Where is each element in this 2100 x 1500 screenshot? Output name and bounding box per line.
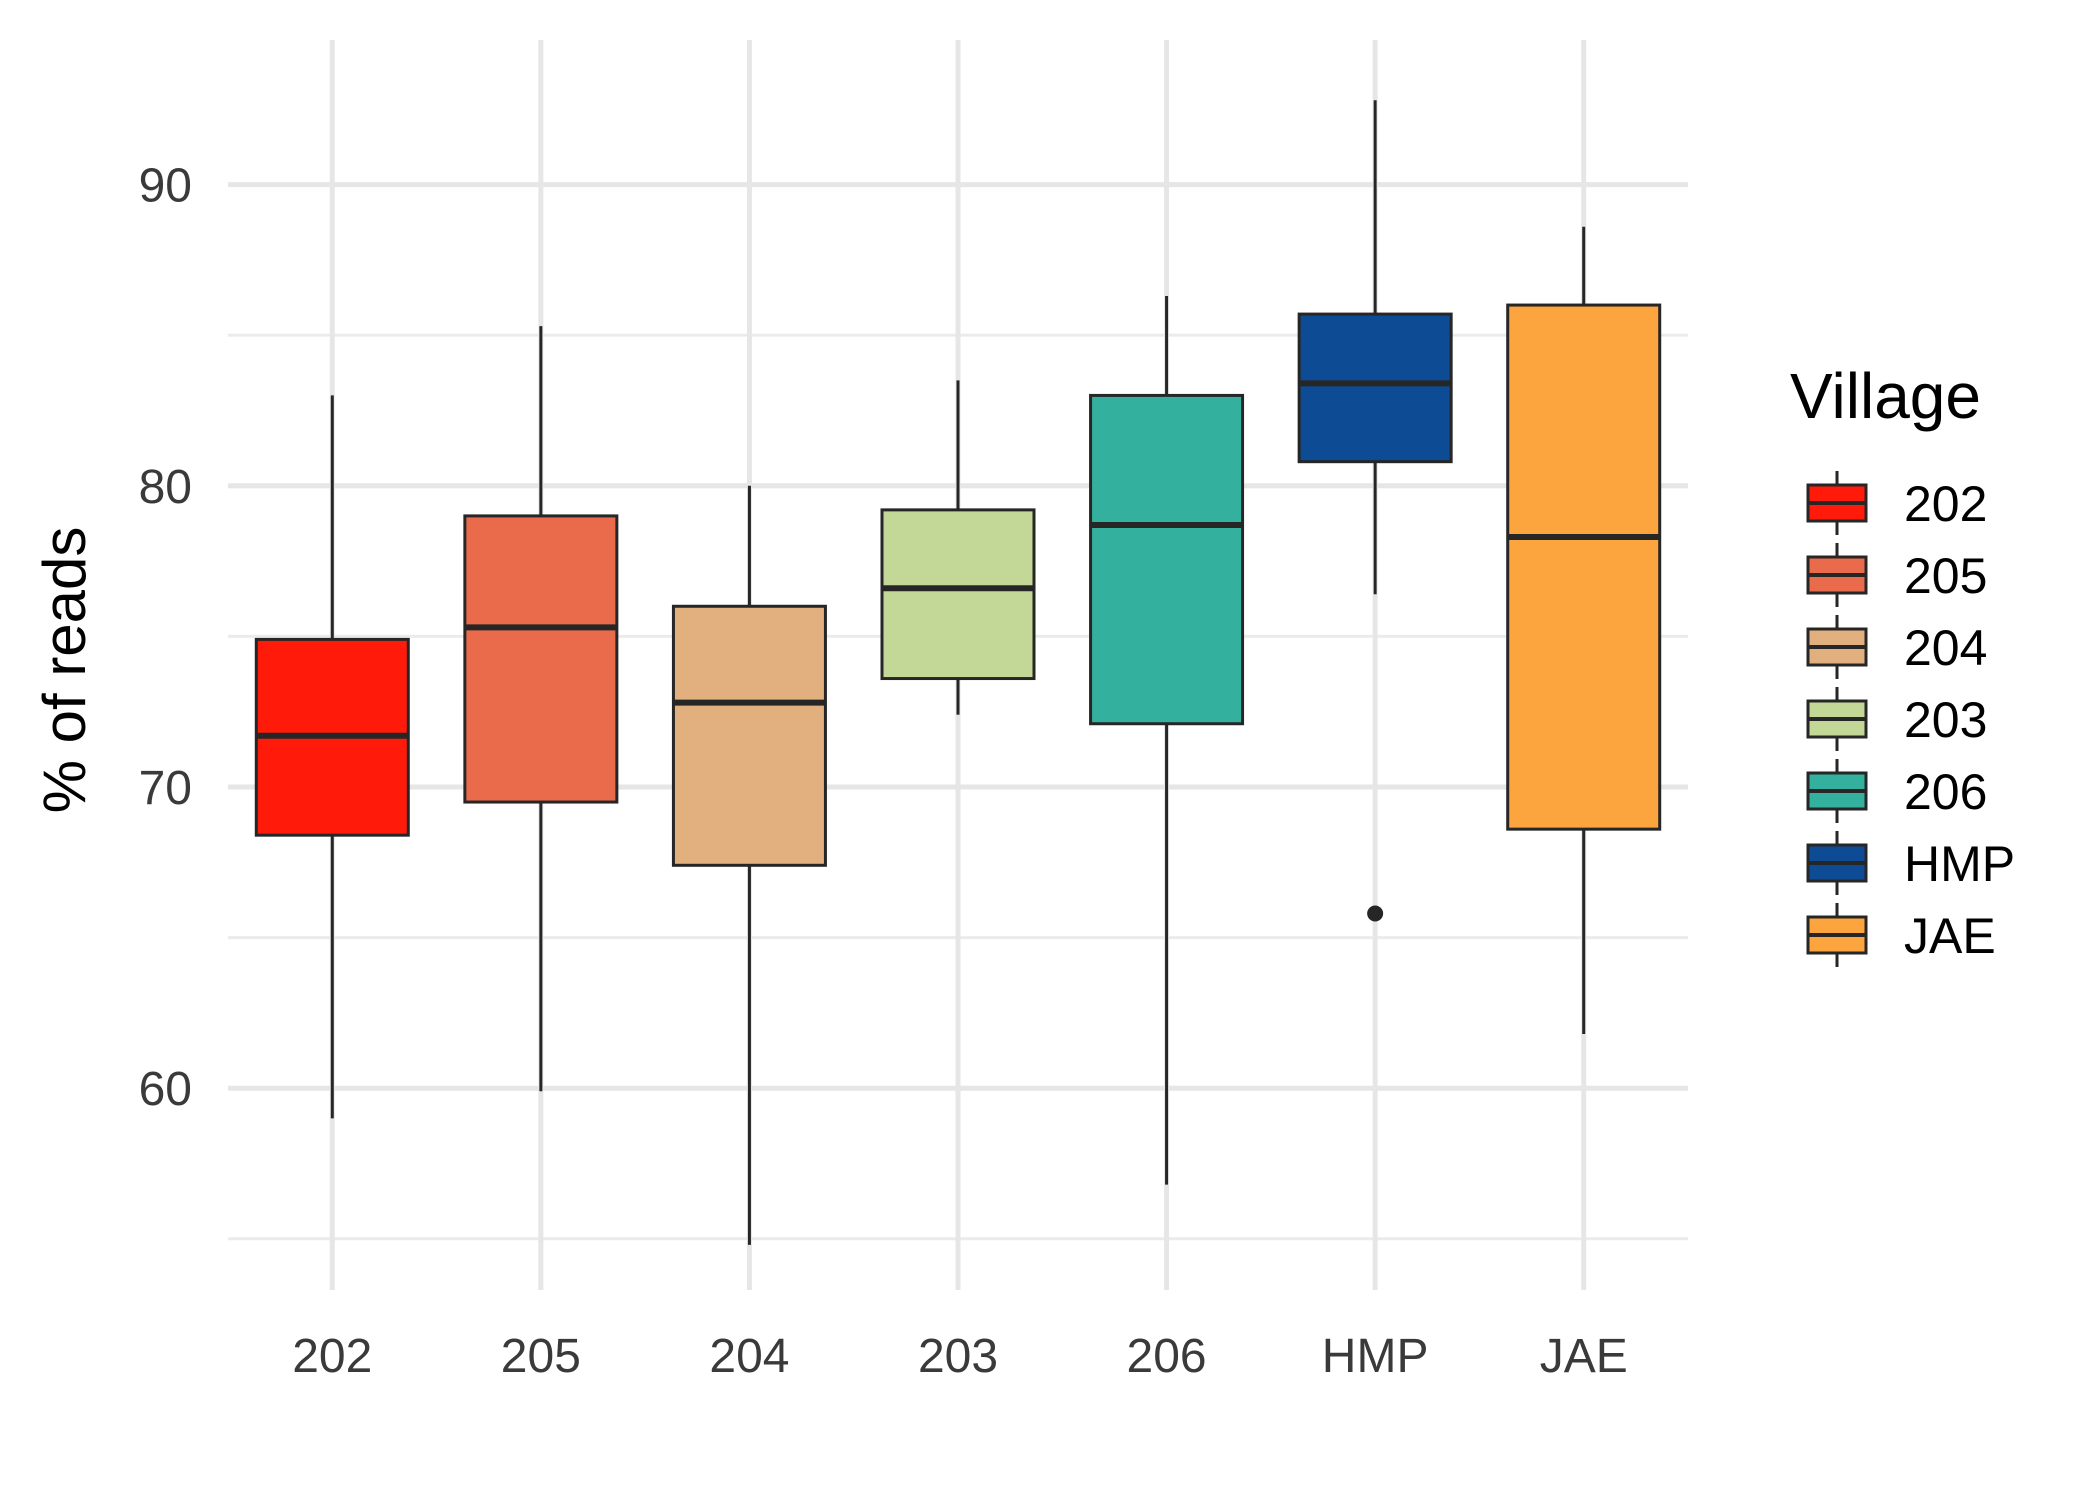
box-203 [880, 380, 1036, 715]
legend-label: JAE [1904, 908, 1996, 964]
legend-label: 205 [1904, 548, 1987, 604]
box-204 [671, 485, 827, 1245]
legend-label: 203 [1904, 692, 1987, 748]
legend-item-hmp: HMP [1806, 831, 2015, 895]
legend-label: 204 [1904, 620, 1987, 676]
legend-item-204: 204 [1806, 615, 1987, 679]
x-tick-label: 203 [918, 1330, 998, 1383]
x-tick-label: 204 [709, 1330, 789, 1383]
box-205 [463, 326, 619, 1092]
legend-item-jae: JAE [1806, 903, 1996, 967]
y-tick-label: 80 [139, 461, 192, 514]
legend-label: 202 [1904, 476, 1987, 532]
box-layer [254, 100, 1662, 1245]
axis-layer: % of reads 60 70 80 90 202 205 204 203 206 HMP JAE [31, 160, 1628, 1383]
y-axis-title: % of reads [31, 527, 98, 814]
outlier-point [1367, 905, 1384, 922]
box-iqr [1089, 393, 1245, 726]
legend-label: HMP [1904, 836, 2015, 892]
y-tick-label: 70 [139, 762, 192, 815]
legend: Village 202 205 204 203 206 HMP JAE [1790, 360, 2015, 967]
box-206 [1089, 296, 1245, 1185]
legend-item-205: 205 [1806, 543, 1987, 607]
y-tick-label: 60 [139, 1063, 192, 1116]
legend-item-202: 202 [1806, 471, 1987, 535]
box-jae [1506, 226, 1662, 1034]
legend-title: Village [1790, 360, 1981, 432]
legend-item-203: 203 [1806, 687, 1987, 751]
x-tick-label: HMP [1322, 1330, 1429, 1383]
x-tick-label: 206 [1127, 1330, 1207, 1383]
box-iqr [880, 508, 1036, 681]
box-iqr [1506, 303, 1662, 831]
box-iqr [671, 604, 827, 867]
legend-item-206: 206 [1806, 759, 1987, 823]
x-tick-label: JAE [1540, 1330, 1628, 1383]
legend-label: 206 [1904, 764, 1987, 820]
x-tick-label: 202 [292, 1330, 372, 1383]
y-tick-label: 90 [139, 160, 192, 213]
x-tick-label: 205 [501, 1330, 581, 1383]
box-202 [254, 395, 410, 1119]
box-iqr [463, 514, 619, 804]
box-iqr [1297, 312, 1453, 464]
box-hmp [1297, 100, 1453, 922]
